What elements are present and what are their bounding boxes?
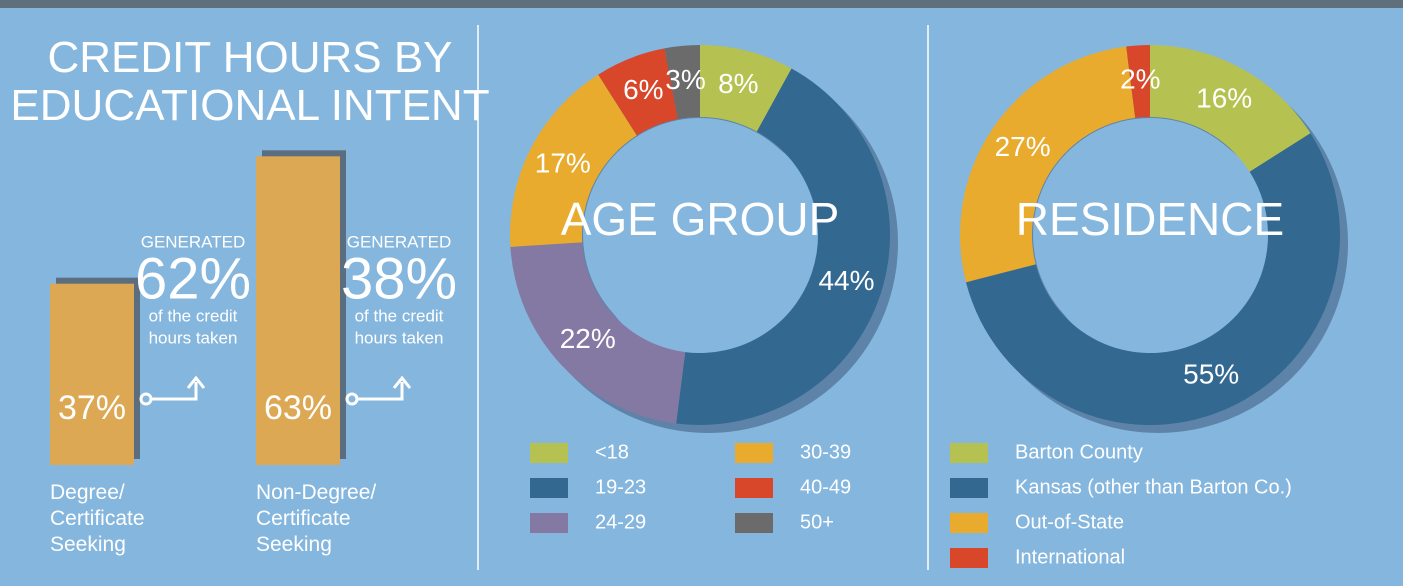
legend-label: Barton County: [1015, 441, 1143, 463]
legend-label: 30-39: [800, 441, 851, 463]
annotation-heading: GENERATED: [141, 232, 246, 251]
bar: [256, 156, 340, 466]
arrow: [357, 375, 412, 401]
category-label: Degree/ Certificate Seeking: [50, 481, 145, 556]
annotation-value: 38%: [341, 246, 457, 311]
legend-swatch: [950, 548, 988, 568]
donut-segment: [510, 242, 686, 424]
top-bar: [0, 0, 1403, 8]
value-label: 3%: [665, 64, 705, 95]
value-label: 16%: [1196, 82, 1252, 113]
title-line: CREDIT HOURS BY: [47, 33, 452, 82]
donut-segment: [700, 45, 792, 132]
donut-segment: [1126, 45, 1150, 118]
legend-label: 24-29: [595, 511, 646, 533]
legend-swatch: [530, 513, 568, 533]
annotation-heading: GENERATED: [347, 232, 452, 251]
donut-segment: [676, 68, 891, 426]
value-label: 8%: [718, 68, 758, 99]
legend-label: <18: [595, 441, 629, 463]
value-label: 63%: [264, 389, 332, 427]
legend-label: Kansas (other than Barton Co.): [1015, 476, 1292, 498]
donut-title: AGE GROUP: [561, 193, 840, 245]
arrow-dot: [139, 392, 153, 406]
value-label: 44%: [818, 265, 874, 296]
legend-label: 50+: [800, 511, 834, 533]
legend-swatch: [530, 443, 568, 463]
legend-label: 19-23: [595, 476, 646, 498]
donut-hole: [1033, 118, 1267, 352]
value-label: 17%: [535, 147, 591, 178]
legend-label: International: [1015, 546, 1125, 568]
legend-swatch: [735, 478, 773, 498]
bar: [50, 283, 134, 465]
value-label: 27%: [995, 131, 1051, 162]
value-label: 6%: [623, 74, 663, 105]
donut-segment: [664, 45, 700, 120]
arrow-dot: [345, 392, 359, 406]
donut-segment: [598, 48, 678, 136]
legend-swatch: [950, 513, 988, 533]
donut-segment: [959, 46, 1136, 283]
value-label: 2%: [1120, 64, 1160, 95]
arrow: [151, 375, 206, 401]
annotation-value: 62%: [135, 246, 251, 311]
value-label: 22%: [560, 323, 616, 354]
value-label: 55%: [1183, 359, 1239, 390]
legend-label: 40-49: [800, 476, 851, 498]
annotation-text: of the credit: [149, 306, 238, 325]
chart-title: CREDIT HOURS BY EDUCATIONAL INTENT: [10, 33, 489, 130]
annotation-text: hours taken: [149, 328, 238, 347]
annotation-text: of the credit: [355, 306, 444, 325]
donut-title: RESIDENCE: [1016, 193, 1284, 245]
annotation-text: hours taken: [355, 328, 444, 347]
legend-swatch: [530, 478, 568, 498]
legend-swatch: [950, 443, 988, 463]
legend-swatch: [735, 513, 773, 533]
legend-swatch: [735, 443, 773, 463]
donut-segment: [965, 133, 1340, 425]
donut-segment: [509, 74, 637, 247]
donut-segment: [1150, 45, 1311, 172]
title-line: EDUCATIONAL INTENT: [10, 81, 489, 130]
legend-swatch: [950, 478, 988, 498]
legend-label: Out-of-State: [1015, 511, 1124, 533]
category-label: Non-Degree/ Certificate Seeking: [256, 481, 377, 556]
donut-hole: [583, 118, 817, 352]
value-label: 37%: [58, 389, 126, 427]
